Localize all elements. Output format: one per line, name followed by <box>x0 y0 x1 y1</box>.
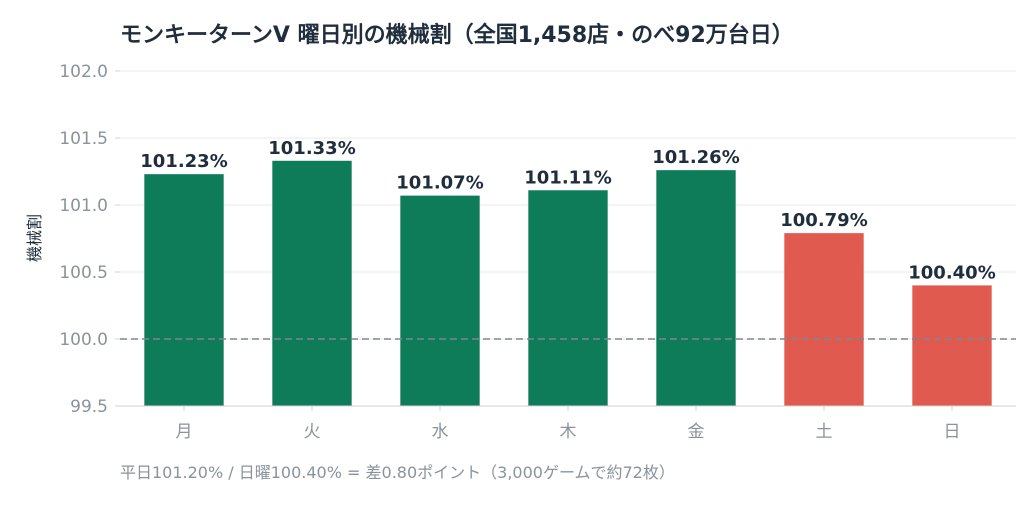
data-labels: 101.23% 101.33% 101.07% 101.11% 101.26% 100.7… <box>140 138 996 284</box>
data-label: 100.79% <box>780 210 868 231</box>
bar-1 <box>272 160 352 406</box>
bar-0 <box>144 174 224 406</box>
x-tick-label: 木 <box>560 422 577 442</box>
x-tick-label: 水 <box>432 422 449 442</box>
bar-6 <box>912 285 992 406</box>
data-label: 100.40% <box>908 262 996 283</box>
bar-3 <box>528 190 608 406</box>
data-label: 101.23% <box>140 151 228 172</box>
data-label: 101.11% <box>524 167 612 188</box>
x-tick-label: 金 <box>688 422 705 442</box>
y-tick-label: 100.5 <box>59 263 108 283</box>
x-tick-label: 月 <box>176 422 193 442</box>
x-tick-label: 土 <box>816 422 833 442</box>
y-tick-label: 101.0 <box>59 196 108 216</box>
y-tick-label: 100.0 <box>59 330 108 350</box>
data-label: 101.26% <box>652 147 740 168</box>
y-axis-ticks: 99.5 100.0 100.5 101.0 101.5 102.0 <box>59 62 120 417</box>
chart-title: モンキーターンV 曜日別の機械割（全国1,458店・のべ92万台日） <box>120 22 794 48</box>
x-axis-ticks: 月火水木金土日 <box>176 406 961 442</box>
data-label: 101.07% <box>396 173 484 194</box>
y-tick-label: 101.5 <box>59 129 108 149</box>
bars <box>144 160 992 406</box>
x-tick-label: 日 <box>944 422 961 442</box>
bar-4 <box>656 170 736 406</box>
y-axis-label: 機械割 <box>25 214 44 262</box>
bar-2 <box>400 195 480 406</box>
x-tick-label: 火 <box>304 422 321 442</box>
chart-footnote: 平日101.20% / 日曜100.40% = 差0.80ポイント（3,000ゲ… <box>120 463 675 482</box>
y-tick-label: 99.5 <box>70 397 108 417</box>
data-label: 101.33% <box>268 138 356 159</box>
y-tick-label: 102.0 <box>59 62 108 82</box>
bar-5 <box>784 233 864 406</box>
